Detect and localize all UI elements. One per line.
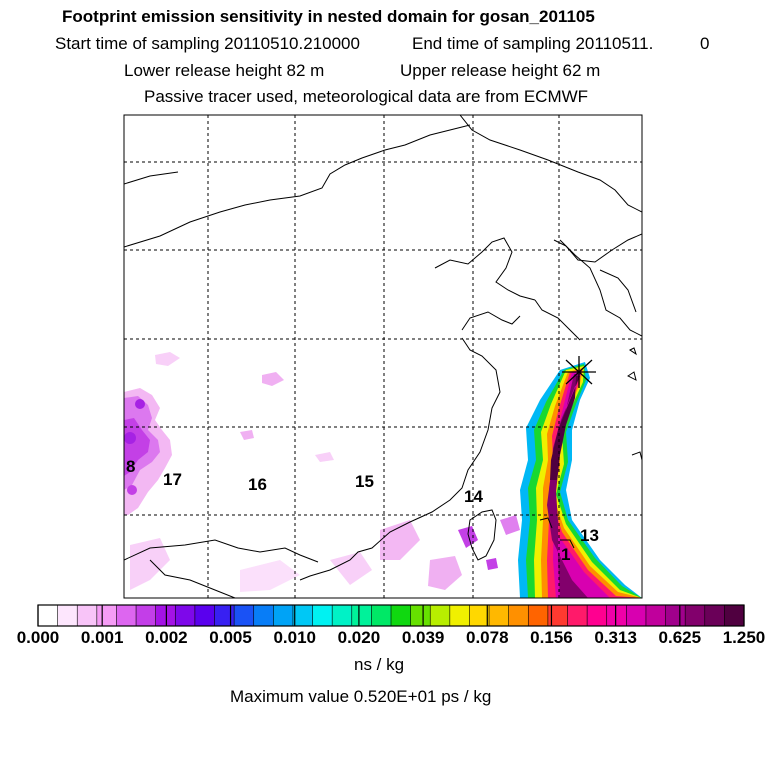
legend-swatch <box>234 605 255 626</box>
day-label: 17 <box>163 470 182 489</box>
legend-swatch <box>685 605 706 626</box>
legend-swatch <box>351 605 372 626</box>
legend-swatch <box>430 605 451 626</box>
legend-swatch <box>547 605 568 626</box>
day-label: 16 <box>248 475 267 494</box>
end-time-suffix: 0 <box>700 34 710 53</box>
day-label: 8 <box>126 457 135 476</box>
coastlines <box>124 115 642 598</box>
legend-swatch <box>214 605 235 626</box>
max-value-label: Maximum value 0.520E+01 ps / kg <box>230 687 492 706</box>
legend-swatch <box>626 605 647 626</box>
map-frame <box>123 114 643 599</box>
legend-tick-label: 0.002 <box>145 628 188 647</box>
sensitivity-plume <box>518 362 642 598</box>
start-time-label: Start time of sampling 20110510.210000 <box>55 34 360 53</box>
legend-swatch <box>489 605 510 626</box>
legend-swatch <box>469 605 490 626</box>
legend-swatch <box>57 605 78 626</box>
legend-tick-label: 0.000 <box>16 628 60 647</box>
legend-swatch <box>704 605 725 626</box>
legend-colorbar <box>37 604 745 627</box>
legend-tick-label: 0.010 <box>273 628 316 647</box>
legend-swatch <box>528 605 549 626</box>
legend-swatch <box>645 605 667 626</box>
legend-tick-label: 0.039 <box>401 628 445 647</box>
day-label: 13 <box>580 526 599 545</box>
legend-tick-label: 0.020 <box>337 628 381 647</box>
legend-tick-label: 0.156 <box>530 628 573 647</box>
legend-tick-label: 0.005 <box>209 628 252 647</box>
day-label: 1 <box>561 545 570 564</box>
legend-swatch <box>606 605 627 626</box>
legend-swatch <box>155 605 176 626</box>
legend-swatch <box>449 605 470 626</box>
legend-swatch <box>665 605 686 626</box>
sensitivity-west <box>124 352 520 592</box>
legend-swatch <box>371 605 392 626</box>
tracer-info-label: Passive tracer used, meteorological data… <box>144 87 589 106</box>
legend-swatch <box>724 605 745 626</box>
legend-swatch <box>116 605 137 626</box>
legend-swatch <box>96 605 117 626</box>
legend-swatch <box>38 605 59 626</box>
legend-swatch <box>508 605 529 626</box>
day-label: 14 <box>464 487 483 506</box>
legend-frame <box>37 604 745 627</box>
legend-swatch <box>292 605 314 626</box>
legend-swatch <box>253 605 274 626</box>
legend-swatch <box>587 605 608 626</box>
station-marker-icon <box>562 356 596 388</box>
legend-unit-label: ns / kg <box>354 655 405 674</box>
day-label: 15 <box>355 472 374 491</box>
legend-swatch <box>391 605 412 626</box>
legend-swatch <box>77 605 98 626</box>
upper-release-label: Upper release height 62 m <box>400 61 601 80</box>
lower-release-label: Lower release height 82 m <box>124 61 325 80</box>
legend-tick-label: 1.250 <box>722 628 766 647</box>
legend-swatch <box>273 605 294 626</box>
plot-title: Footprint emission sensitivity in nested… <box>62 7 595 26</box>
legend-tick-label: 0.625 <box>658 628 702 647</box>
legend-tick-label: 0.001 <box>80 628 124 647</box>
legend-swatch <box>136 605 157 626</box>
legend-swatch <box>194 605 215 626</box>
legend-swatch <box>332 605 353 626</box>
end-time-label: End time of sampling 20110511. <box>412 34 654 53</box>
lat-lon-grid <box>124 115 642 598</box>
legend-swatch <box>175 605 196 626</box>
legend-tick-label: 0.313 <box>594 628 637 647</box>
legend-tick-label: 0.078 <box>465 628 509 647</box>
legend-swatch <box>567 605 588 626</box>
legend-swatch <box>312 605 333 626</box>
legend-swatch <box>410 605 431 626</box>
